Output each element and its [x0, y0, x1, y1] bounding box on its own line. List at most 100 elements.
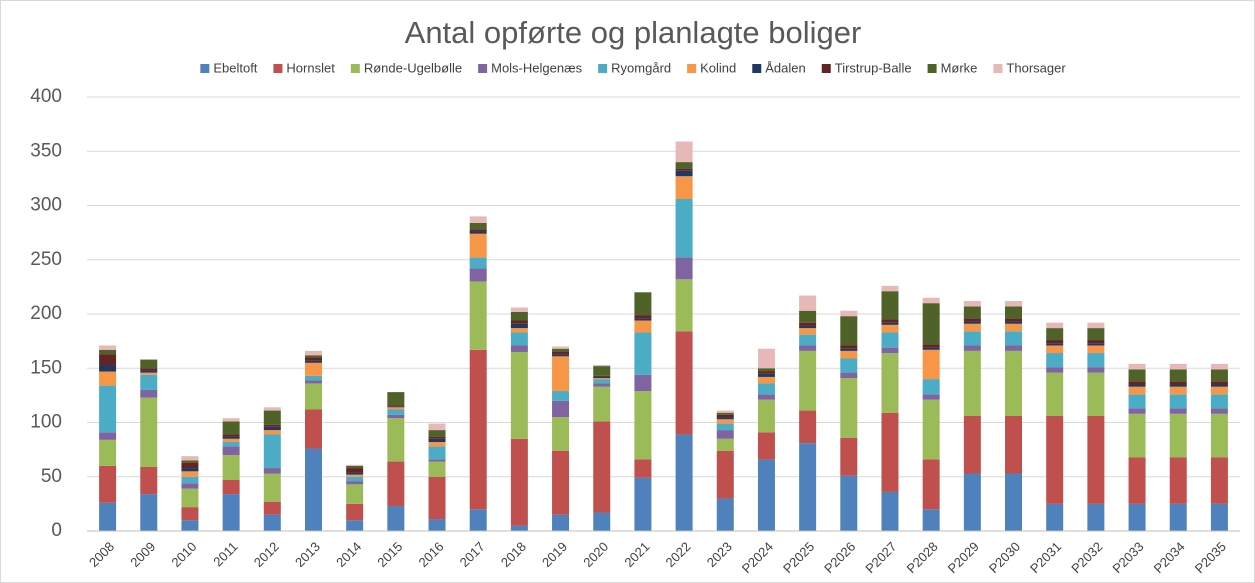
- bar-segment: [1210, 369, 1228, 382]
- bar-segment: [263, 434, 281, 469]
- bar-segment: [922, 347, 940, 350]
- bar-segment: [181, 460, 199, 463]
- bar-segment: [840, 345, 858, 349]
- bar-segment: [716, 412, 734, 415]
- bar-segment: [675, 434, 693, 531]
- bar-segment: [1087, 343, 1105, 346]
- bar-segment: [1046, 353, 1064, 368]
- bar-segment: [757, 371, 775, 374]
- bar-segment: [1169, 413, 1187, 458]
- bar-segment: [1046, 367, 1064, 373]
- bar-segment: [99, 345, 117, 350]
- bar-segment: [922, 344, 940, 348]
- bar-segment: [1169, 381, 1187, 385]
- bar-segment: [799, 310, 817, 323]
- bar-segment: [1128, 503, 1146, 531]
- bar-segment: [1046, 503, 1064, 531]
- legend-swatch: [350, 64, 360, 73]
- bar-segment: [1169, 384, 1187, 387]
- bar-segment: [1128, 363, 1146, 370]
- bar-segment: [346, 476, 364, 482]
- legend-label: Mørke: [941, 60, 978, 75]
- bar-segment: [963, 331, 981, 346]
- bar-segment: [387, 414, 405, 419]
- bar-segment: [387, 405, 405, 407]
- bar-segment: [963, 321, 981, 324]
- legend-label: Hornslet: [286, 60, 335, 75]
- bar-segment: [881, 353, 899, 413]
- bar-segment: [140, 374, 158, 390]
- legend-swatch: [993, 64, 1003, 73]
- bar-segment: [552, 348, 570, 352]
- bar-segment: [552, 450, 570, 515]
- bar-segment: [799, 322, 817, 326]
- bar-segment: [181, 483, 199, 489]
- bar-segment: [469, 233, 487, 258]
- bar-segment: [799, 410, 817, 444]
- legend-label: Ådalen: [765, 60, 805, 75]
- bar-segment: [881, 322, 899, 325]
- bar-segment: [675, 176, 693, 199]
- bar-segment: [428, 438, 446, 443]
- bar-segment: [428, 459, 446, 462]
- bar-segment: [1005, 331, 1023, 346]
- bar-segment: [1169, 386, 1187, 395]
- bar-segment: [1169, 408, 1187, 414]
- bar-segment: [263, 407, 281, 411]
- bar-segment: [346, 464, 364, 466]
- bar-segment: [510, 328, 528, 333]
- bar-segment: [799, 345, 817, 351]
- bar-segment: [634, 374, 652, 392]
- bar-segment: [99, 349, 117, 355]
- bar-segment: [263, 424, 281, 427]
- bar-segment: [304, 380, 322, 384]
- bar-segment: [634, 315, 652, 319]
- bar-segment: [263, 426, 281, 431]
- bar-segment: [799, 443, 817, 531]
- legend-label: Mols-Helgenæs: [491, 60, 583, 75]
- legend-swatch: [687, 64, 697, 73]
- bar-segment: [387, 392, 405, 406]
- bar-segment: [881, 319, 899, 323]
- bar-segment: [963, 415, 981, 474]
- bar-segment: [1046, 345, 1064, 354]
- bar-segment: [593, 512, 611, 531]
- bar-segment: [99, 385, 117, 433]
- bar-segment: [140, 494, 158, 531]
- legend-swatch: [821, 64, 831, 73]
- bar-segment: [1210, 408, 1228, 414]
- bar-segment: [757, 368, 775, 372]
- bar-segment: [593, 379, 611, 384]
- bar-segment: [469, 216, 487, 223]
- bar-segment: [181, 507, 199, 521]
- bar-segment: [304, 355, 322, 358]
- bar-segment: [716, 498, 734, 531]
- bar-segment: [1046, 343, 1064, 346]
- legend-label: Thorsager: [1006, 60, 1066, 75]
- bar-segment: [469, 281, 487, 350]
- bar-segment: [840, 378, 858, 438]
- bar-segment: [1210, 386, 1228, 395]
- bar-segment: [346, 474, 364, 477]
- bar-segment: [1087, 415, 1105, 504]
- bar-segment: [963, 318, 981, 322]
- bar-segment: [1046, 415, 1064, 504]
- bar-segment: [963, 323, 981, 332]
- y-tick-label: 350: [30, 140, 62, 161]
- bar-segment: [634, 477, 652, 531]
- bar-segment: [469, 268, 487, 282]
- legend-swatch: [200, 64, 210, 73]
- bar-segment: [181, 476, 199, 484]
- legend-label: Kolind: [700, 60, 736, 75]
- bar-segment: [469, 222, 487, 230]
- bar-segment: [634, 318, 652, 321]
- bar-segment: [1087, 328, 1105, 341]
- y-tick-label: 150: [30, 357, 62, 378]
- bar-segment: [552, 346, 570, 349]
- chart-title: Antal opførte og planlagte boliger: [405, 15, 862, 50]
- bar-segment: [346, 468, 364, 473]
- bar-segment: [963, 345, 981, 351]
- bar-segment: [716, 417, 734, 420]
- bar-segment: [757, 459, 775, 531]
- bar-segment: [510, 332, 528, 346]
